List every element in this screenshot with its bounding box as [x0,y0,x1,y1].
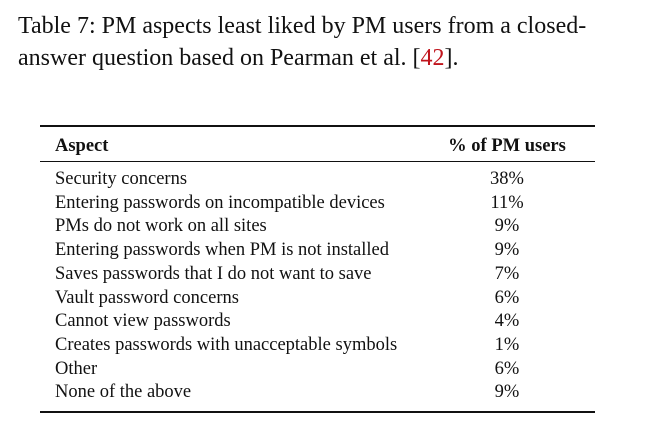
row-aspect: Security concerns [55,169,188,189]
row-aspect: Entering passwords when PM is not instal… [55,240,390,261]
row-percent: 7% [494,263,520,284]
row-percent: 11% [490,192,524,213]
table-row: Entering passwords on incompatible devic… [40,192,595,216]
citation-link[interactable]: 42 [420,45,445,71]
row-aspect: Creates passwords with unacceptable symb… [55,334,398,355]
table-caption: Table 7: PM aspects least liked by PM us… [18,10,638,74]
row-percent: 9% [494,240,520,261]
row-aspect: PMs do not work on all sites [55,216,267,237]
header-aspect: Aspect [40,125,427,162]
row-percent: 6% [494,287,520,308]
table-row: Other 6% [40,358,595,382]
table-row: PMs do not work on all sites 9% [40,215,595,239]
table-row: Entering passwords when PM is not instal… [40,239,595,263]
table-row: Saves passwords that I do not want to sa… [40,263,595,287]
table-row: Creates passwords with unacceptable symb… [40,334,595,358]
table-body: Security concerns 38% Entering passwords o… [40,162,595,414]
table-header: Aspect % of PM users [40,125,595,162]
row-percent: 1% [494,334,520,355]
table-row: Vault password concerns 6% [40,287,595,311]
row-percent: 9% [494,216,520,237]
row-aspect: Cannot view passwords [55,311,231,332]
caption-text: Table 7: PM aspects least liked by PM us… [18,13,587,71]
header-row: Aspect % of PM users [40,125,595,162]
row-percent: 6% [494,358,520,379]
caption-end: ]. [444,45,459,71]
table-row: Cannot view passwords 4% [40,310,595,334]
row-aspect: None of the above [40,381,427,414]
header-percent: % of PM users [427,125,595,162]
row-aspect: Other [55,358,98,379]
row-aspect: Entering passwords on incompatible devic… [55,192,385,213]
results-table: Aspect % of PM users Security concerns 38… [40,125,595,414]
row-percent: 4% [494,311,520,332]
row-percent: 9% [427,381,595,414]
row-aspect: Saves passwords that I do not want to sa… [55,263,372,284]
table-row: Security concerns 38% [40,162,595,192]
row-aspect: Vault password concerns [55,287,239,308]
row-percent: 38% [490,169,524,189]
table-row: None of the above 9% [40,381,595,414]
